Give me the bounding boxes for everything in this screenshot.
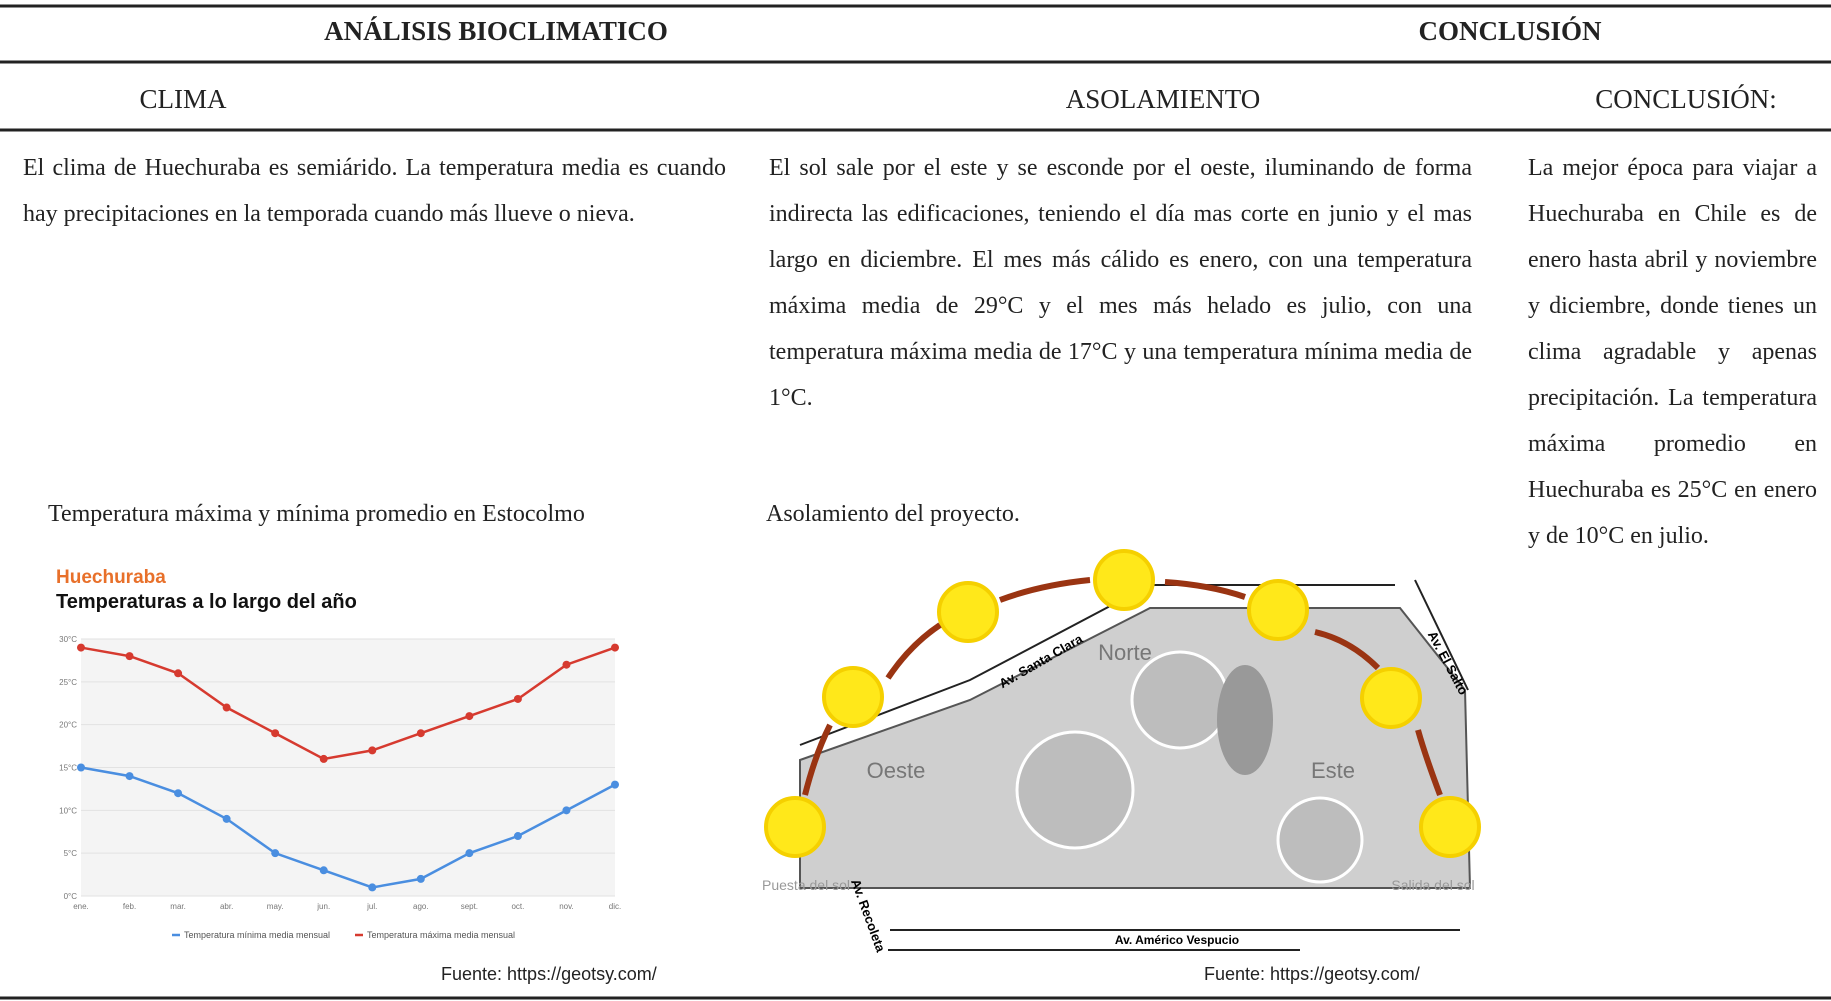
- source: Fuente: https://geotsy.com/: [1204, 964, 1420, 984]
- x-tick-label: ago.: [413, 902, 429, 911]
- point: [271, 849, 280, 858]
- x-tick-label: oct.: [511, 902, 524, 911]
- column-title: ASOLAMIENTO: [1065, 84, 1261, 114]
- map: Norte Este Oeste Av. Santa Clara Av. El …: [762, 549, 1481, 955]
- paragraph: El clima de Huechuraba es semiárido. La …: [23, 155, 726, 227]
- map-label: Av. Américo Vespucio: [1115, 933, 1239, 947]
- caption: Temperatura máxima y mínima promedio en …: [48, 501, 585, 527]
- x-tick-label: abr.: [220, 902, 233, 911]
- point: [562, 806, 571, 815]
- point: [465, 712, 474, 721]
- chart-subtitle: Temperaturas a lo largo del año: [56, 591, 357, 613]
- y-tick-label: 5°C: [64, 849, 78, 858]
- point: [368, 746, 377, 755]
- y-tick-label: 25°C: [59, 678, 77, 687]
- x-tick-label: may.: [267, 902, 284, 911]
- point: [562, 660, 571, 669]
- x-tick-label: mar.: [170, 902, 186, 911]
- chart-title: Huechuraba: [56, 567, 166, 588]
- point: [77, 643, 85, 652]
- map-label: Puesta del sol: [762, 877, 850, 893]
- map-label: Norte: [1098, 640, 1152, 665]
- legend-label: Temperatura máxima media mensual: [367, 930, 515, 940]
- point: [611, 643, 619, 652]
- header: CONCLUSIÓN: [1418, 16, 1602, 46]
- caption: Asolamiento del proyecto.: [766, 501, 1020, 527]
- x-tick-label: dic.: [609, 902, 621, 911]
- chart: Huechuraba Temperaturas a lo largo del a…: [56, 567, 621, 940]
- line: [80, 766, 616, 889]
- y-tick-label: 0°C: [64, 892, 78, 901]
- point: [174, 789, 183, 798]
- point: [513, 832, 522, 841]
- x-tick-label: ene.: [73, 902, 89, 911]
- point: [416, 874, 425, 883]
- point: [319, 866, 328, 875]
- paragraph: El sol sale por el este y se esconde por…: [769, 155, 1472, 411]
- header: ANÁLISIS BIOCLIMATICO: [324, 16, 668, 46]
- point: [77, 763, 85, 772]
- x-tick-label: sept.: [461, 902, 478, 911]
- x-tick-label: jul.: [366, 902, 377, 911]
- y-tick-label: 10°C: [59, 806, 77, 815]
- point: [222, 703, 231, 712]
- point: [125, 652, 134, 661]
- column-title: CONCLUSIÓN:: [1595, 84, 1777, 114]
- point: [368, 883, 377, 892]
- x-tick-label: jun.: [316, 902, 330, 911]
- point: [513, 694, 522, 703]
- point: [271, 729, 280, 738]
- map-label: Oeste: [867, 758, 926, 783]
- point: [125, 772, 134, 781]
- column-title: CLIMA: [139, 84, 227, 114]
- point: [611, 780, 619, 789]
- x-tick-label: feb.: [123, 902, 136, 911]
- x-tick-label: nov.: [559, 902, 574, 911]
- point: [174, 669, 183, 678]
- legend-label: Temperatura mínima media mensual: [184, 930, 330, 940]
- paragraph: La mejor época para viajar a Huechuraba …: [1528, 155, 1817, 549]
- y-tick-label: 30°C: [59, 635, 77, 644]
- source: Fuente: https://geotsy.com/: [441, 964, 657, 984]
- map-label: Este: [1311, 758, 1355, 783]
- point: [465, 849, 474, 858]
- y-tick-label: 20°C: [59, 721, 77, 730]
- map-label: Salida del sol: [1391, 877, 1474, 893]
- y-tick-label: 15°C: [59, 764, 77, 773]
- point: [416, 729, 425, 738]
- line: [80, 646, 616, 761]
- point: [222, 814, 231, 823]
- point: [319, 754, 328, 763]
